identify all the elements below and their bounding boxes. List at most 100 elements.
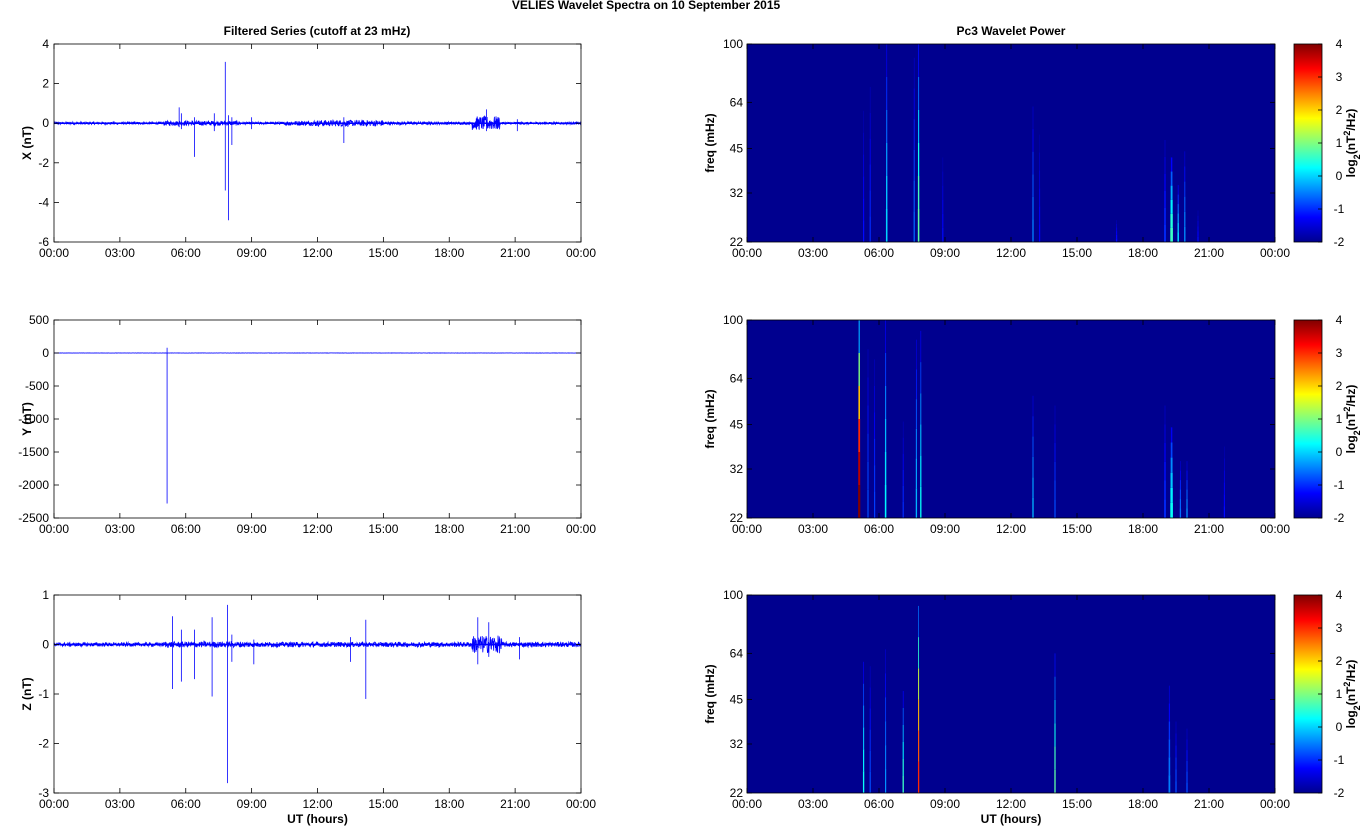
power-streak [902,437,904,454]
x-tick-label: 06:00 [864,797,894,811]
colorbar-tick-label: -1 [1334,202,1345,216]
colorbar-tick-label: -2 [1334,511,1345,525]
y-tick-label: 45 [730,141,744,155]
colorbar-label: log2(nT2/Hz) [1342,109,1362,178]
x-tick-label: 06:00 [171,246,201,260]
power-streak [885,209,888,242]
power-streak [1223,470,1225,483]
power-streak [1115,238,1118,242]
power-streak [886,77,888,110]
y-tick-label: 2 [42,77,49,91]
colorbar-tick-label: 2 [1336,103,1343,117]
power-streak [1032,106,1034,130]
x-tick-label: 09:00 [930,246,960,260]
power-streak [1223,482,1225,495]
power-streak [867,489,869,518]
y-tick-label: 64 [730,371,744,385]
y-tick-label: -1000 [18,412,49,426]
power-streak [869,86,871,113]
power-streak [867,461,869,490]
colorbar-tick-label: 1 [1336,412,1343,426]
y-tick-label: 32 [730,186,744,200]
x-tick-label: 00:00 [732,797,762,811]
y-tick-label: 100 [723,37,743,51]
y-tick-label: -6 [38,235,49,249]
x-tick-label: 18:00 [1128,797,1158,811]
power-streak [858,386,860,419]
power-streak [942,199,944,214]
power-streak [858,419,861,452]
power-streak [863,220,865,242]
x-tick-label: 12:00 [996,797,1026,811]
power-streak [1164,190,1166,208]
series-panel-y: 500 0 -500 -1000 -1500 -2000 -2500 Y (nT) 00:00 0… [18,313,596,536]
colorbar-tick-label: -1 [1334,753,1345,767]
power-streak [1039,134,1040,153]
power-streak [1039,206,1041,225]
x-tick-label: 03:00 [105,797,135,811]
power-streak [942,185,944,200]
x-tick-label: 21:00 [1194,797,1224,811]
x-tick-label: 03:00 [798,522,828,536]
colorbar-tick-label: 3 [1336,346,1343,360]
power-streak [885,649,886,674]
power-streak [913,180,915,212]
power-streak [1186,508,1188,518]
power-streak [885,769,887,793]
x-tick-label: 09:00 [930,797,960,811]
power-streak [1164,443,1166,462]
x-tick-label: 18:00 [434,797,464,811]
power-streak [867,433,869,462]
x-tick-label: 00:00 [1260,797,1290,811]
power-streak [902,453,904,470]
power-streak [915,369,917,400]
x-tick-label: 15:00 [1062,246,1092,260]
power-streak [885,353,887,386]
power-streak [886,143,888,176]
power-streak [1170,457,1173,473]
colorbar-gradient [1293,319,1323,519]
power-streak [918,730,920,762]
power-streak [920,455,922,487]
colorbar-tick-label: -1 [1334,478,1345,492]
x-tick-label: 21:00 [1194,246,1224,260]
power-streak [1054,769,1056,793]
left-column-title: Filtered Series (cutoff at 23 mHz) [224,24,411,38]
power-streak [1032,151,1034,175]
power-streak [886,176,888,209]
power-streak [884,419,887,452]
power-streak [918,668,920,700]
colorbar: 4 3 2 1 0 -1 -2 log2(nT2/Hz) [1293,588,1362,800]
power-streak [920,362,922,394]
power-streak [902,485,904,502]
x-tick-label: 03:00 [105,246,135,260]
power-streak [1039,224,1041,242]
power-streak [1170,472,1173,488]
power-streak [1186,750,1188,761]
power-streak [1054,405,1056,425]
power-streak [920,424,922,456]
power-streak [863,661,864,684]
power-streak [869,708,871,730]
colorbar-tick-label: 1 [1336,687,1343,701]
power-streak [902,724,904,742]
power-streak [902,421,904,438]
power-streak [885,320,887,353]
x-tick-label: 12:00 [996,246,1026,260]
power-streak [942,213,944,228]
plot-area [54,595,581,793]
power-streak [1180,461,1181,471]
power-streak [863,132,864,155]
power-streak [874,412,876,439]
y-axis-label: Y (nT) [20,402,34,436]
power-streak [885,386,887,419]
power-streak [1054,676,1056,700]
power-streak [1177,185,1179,195]
power-streak [869,687,871,709]
x-tick-label: 12:00 [302,246,332,260]
x-tick-label: 15:00 [368,522,398,536]
power-streak [1164,424,1166,444]
y-tick-label: -2000 [18,478,49,492]
colorbar-tick-label: 2 [1336,379,1343,393]
